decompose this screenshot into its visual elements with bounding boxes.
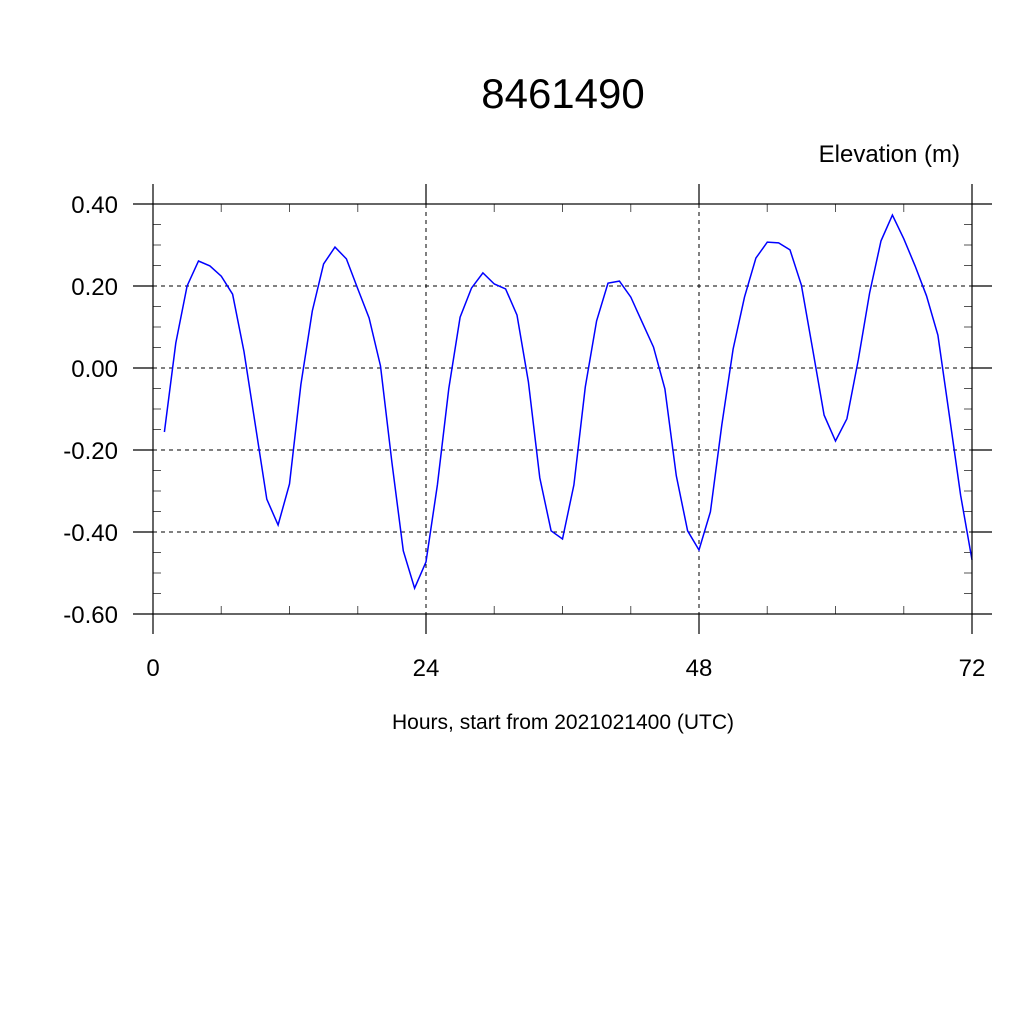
y-tick-label: -0.20 — [63, 438, 118, 465]
y-tick-label: -0.40 — [63, 520, 118, 547]
y-tick-label: 0.40 — [71, 192, 118, 219]
x-tick-label: 48 — [686, 655, 713, 682]
y-tick-label: 0.00 — [71, 356, 118, 383]
tick-labels: 0 24 48 72 0.40 0.20 0.00 -0.20 -0.40 -0.60 — [63, 192, 985, 682]
y-tick-label: -0.60 — [63, 602, 118, 629]
x-axis-label: Hours, start from 2021021400 (UTC) — [392, 711, 734, 734]
y-tick-label: 0.20 — [71, 274, 118, 301]
x-tick-label: 24 — [413, 655, 440, 682]
chart-title: 8461490 — [481, 70, 645, 117]
x-tick-label: 72 — [959, 655, 986, 682]
y-axis-label: Elevation (m) — [819, 141, 960, 168]
x-tick-label: 0 — [146, 655, 159, 682]
axis-ticks — [133, 184, 992, 634]
